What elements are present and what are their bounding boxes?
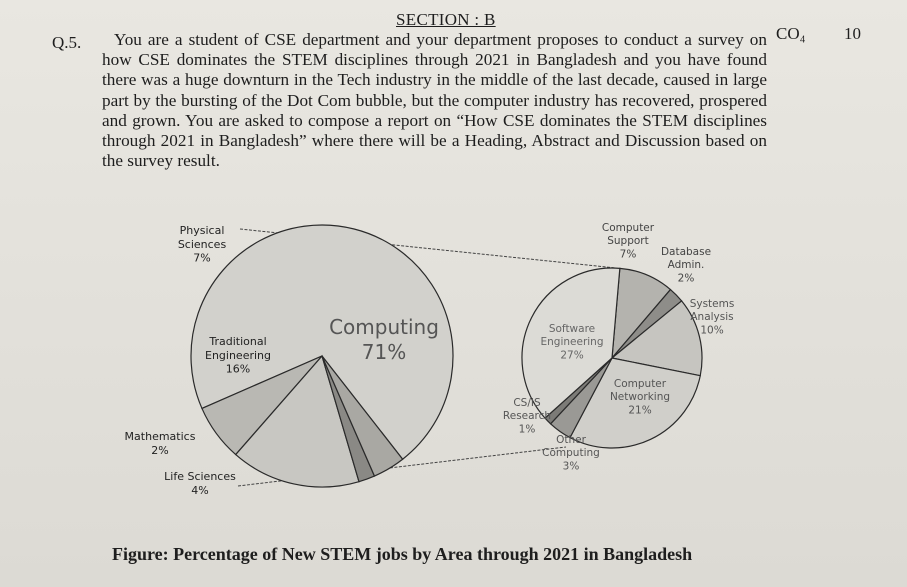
slice-percent: 16%: [226, 363, 250, 376]
pie-labels-computing: Computer Support 7% Database Admin. 2%Systems…: [503, 222, 734, 472]
slice-label-line: Support: [607, 235, 649, 247]
slice-percent: 21%: [628, 404, 651, 416]
slice-percent: 10%: [700, 324, 723, 336]
slice-label-line: Traditional: [208, 335, 266, 348]
question-text: You are a student of CSE department and …: [102, 30, 767, 171]
slice-label-line: Computer: [614, 378, 667, 390]
slice-label-line: Physical: [180, 224, 225, 237]
slice-label-line: Systems: [690, 298, 735, 310]
main-slice-label: Traditional Engineering 16%: [205, 335, 271, 376]
slice-label-line: Computing: [542, 447, 600, 459]
slice-label-line: Computing: [329, 315, 439, 339]
pie-labels-main: Computing 71% Physical Sciences 7% Traditiona…: [125, 224, 439, 497]
computing-slice-label: Systems Analysis 10%: [690, 298, 735, 336]
section-title: SECTION : B: [396, 10, 496, 29]
question-marks: 10: [844, 24, 861, 43]
slice-percent: 3%: [563, 460, 580, 472]
main-slice-label: Computing 71%: [329, 315, 439, 364]
question-number: Q.5.: [52, 33, 82, 52]
slice-label-line: Life Sciences: [164, 470, 236, 483]
slice-label-line: Engineering: [205, 349, 271, 362]
main-slice-label: Life Sciences 4%: [164, 470, 236, 497]
slice-label-line: Sciences: [178, 238, 227, 251]
pie-chart-computing: [521, 267, 703, 449]
computing-slice-label: Software Engineering 27%: [541, 323, 604, 361]
slice-percent: 2%: [678, 272, 695, 284]
slice-label-line: Engineering: [541, 336, 604, 348]
computing-slice-label: Computer Support 7%: [602, 222, 655, 260]
slice-label-line: Database: [661, 246, 711, 258]
slice-label-line: CS/IS: [513, 397, 541, 409]
figure-caption: Figure: Percentage of New STEM jobs by A…: [112, 544, 693, 564]
slice-label-line: Mathematics: [125, 430, 196, 443]
slice-percent: 2%: [151, 444, 168, 457]
pie-slice: [234, 354, 360, 488]
pie-slice: [610, 300, 703, 377]
main-slice-label: Physical Sciences 7%: [178, 224, 227, 265]
slice-label-line: Networking: [610, 391, 670, 403]
slice-label-line: Analysis: [690, 311, 733, 323]
computing-slice-label: Computer Networking 21%: [610, 378, 670, 416]
pie-slice: [321, 355, 404, 477]
slice-label-line: Admin.: [668, 259, 705, 271]
slice-percent: 7%: [620, 248, 637, 260]
computing-slice-label: Other Computing 3%: [542, 434, 600, 472]
slice-label-line: Other: [556, 434, 586, 446]
pie-slice: [569, 357, 701, 449]
slice-label-line: Computer: [602, 222, 655, 234]
slice-percent: 27%: [560, 349, 583, 361]
pie-slice: [521, 267, 621, 419]
slice-percent: 7%: [193, 252, 210, 265]
slice-label-line: Research: [503, 410, 551, 422]
slice-label-line: Software: [549, 323, 595, 335]
course-outcome: CO₄: [776, 24, 806, 43]
computing-slice-label: Database Admin. 2%: [661, 246, 711, 284]
slice-percent: 4%: [191, 484, 208, 497]
main-slice-label: Mathematics 2%: [125, 430, 196, 457]
slice-percent: 71%: [362, 340, 406, 364]
pie-slice: [190, 224, 454, 461]
computing-slice-label: CS/IS Research 1%: [503, 397, 551, 435]
slice-percent: 1%: [519, 423, 536, 435]
pie-chart-main: [190, 224, 454, 488]
